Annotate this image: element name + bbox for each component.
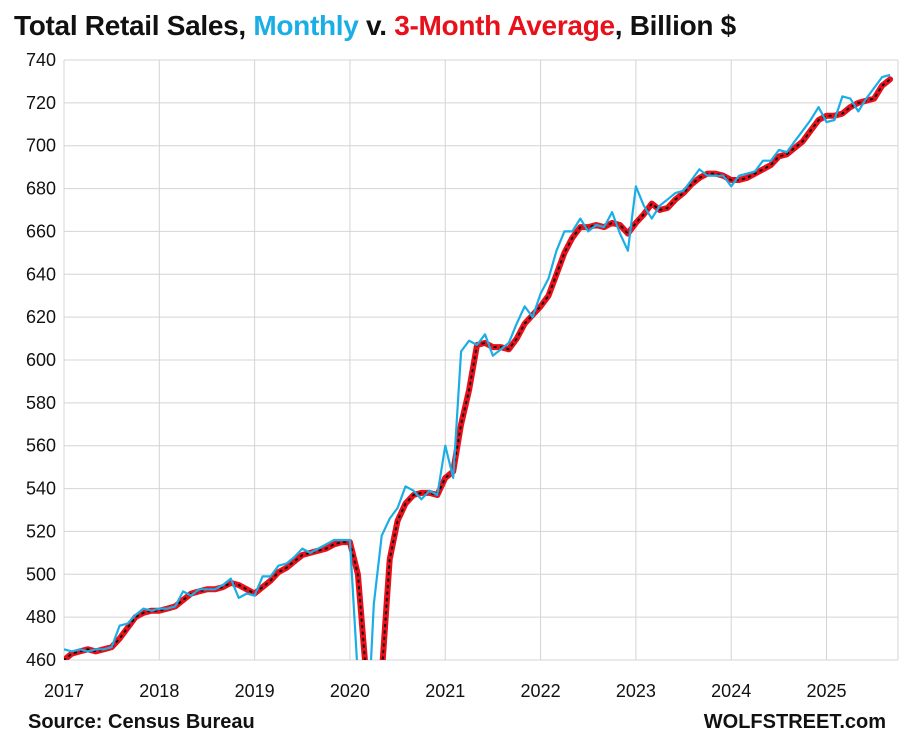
series-line-monthly xyxy=(64,73,891,660)
series-line-3-month-average xyxy=(64,76,894,660)
x-tick-label: 2018 xyxy=(139,681,179,701)
y-tick-label: 600 xyxy=(26,350,56,370)
x-tick-label: 2024 xyxy=(711,681,751,701)
x-tick-label: 2023 xyxy=(616,681,656,701)
y-tick-label: 560 xyxy=(26,436,56,456)
y-tick-label: 460 xyxy=(26,650,56,670)
y-tick-label: 480 xyxy=(26,607,56,627)
series-dots-3-month-average xyxy=(64,78,892,660)
brand-credit: WOLFSTREET.com xyxy=(703,711,886,733)
x-tick-label: 2022 xyxy=(521,681,561,701)
y-axis-ticks: 460 480 500 520 540 560 580 600 620 640 660 680 700 7… xyxy=(26,50,56,670)
title-part-1: Monthly xyxy=(253,10,359,41)
gridlines xyxy=(63,59,899,661)
y-tick-label: 680 xyxy=(26,179,56,199)
source-note: Source: Census Bureau xyxy=(28,711,255,733)
x-axis-ticks: 2017 2018 2019 2020 2021 2022 2023 2024 2025 xyxy=(44,681,847,701)
title-part-4: , Billion $ xyxy=(614,10,736,41)
x-tick-label: 2025 xyxy=(806,681,846,701)
x-tick-label: 2017 xyxy=(44,681,84,701)
y-tick-label: 660 xyxy=(26,221,56,241)
title-part-0: Total Retail Sales, xyxy=(14,10,254,41)
y-tick-label: 740 xyxy=(26,50,56,70)
y-tick-label: 580 xyxy=(26,393,56,413)
chart-title: Total Retail Sales, Monthly v. 3-Month A… xyxy=(14,10,736,42)
title-part-3: 3-Month Average xyxy=(394,10,615,41)
y-tick-label: 620 xyxy=(26,307,56,327)
x-tick-label: 2021 xyxy=(425,681,465,701)
y-tick-label: 500 xyxy=(26,564,56,584)
x-tick-label: 2019 xyxy=(235,681,275,701)
y-tick-label: 520 xyxy=(26,521,56,541)
y-tick-label: 540 xyxy=(26,479,56,499)
x-tick-label: 2020 xyxy=(330,681,370,701)
y-tick-label: 720 xyxy=(26,93,56,113)
y-tick-label: 700 xyxy=(26,136,56,156)
plot-area xyxy=(64,73,894,660)
title-part-2: v. xyxy=(358,10,395,41)
y-tick-label: 640 xyxy=(26,264,56,284)
